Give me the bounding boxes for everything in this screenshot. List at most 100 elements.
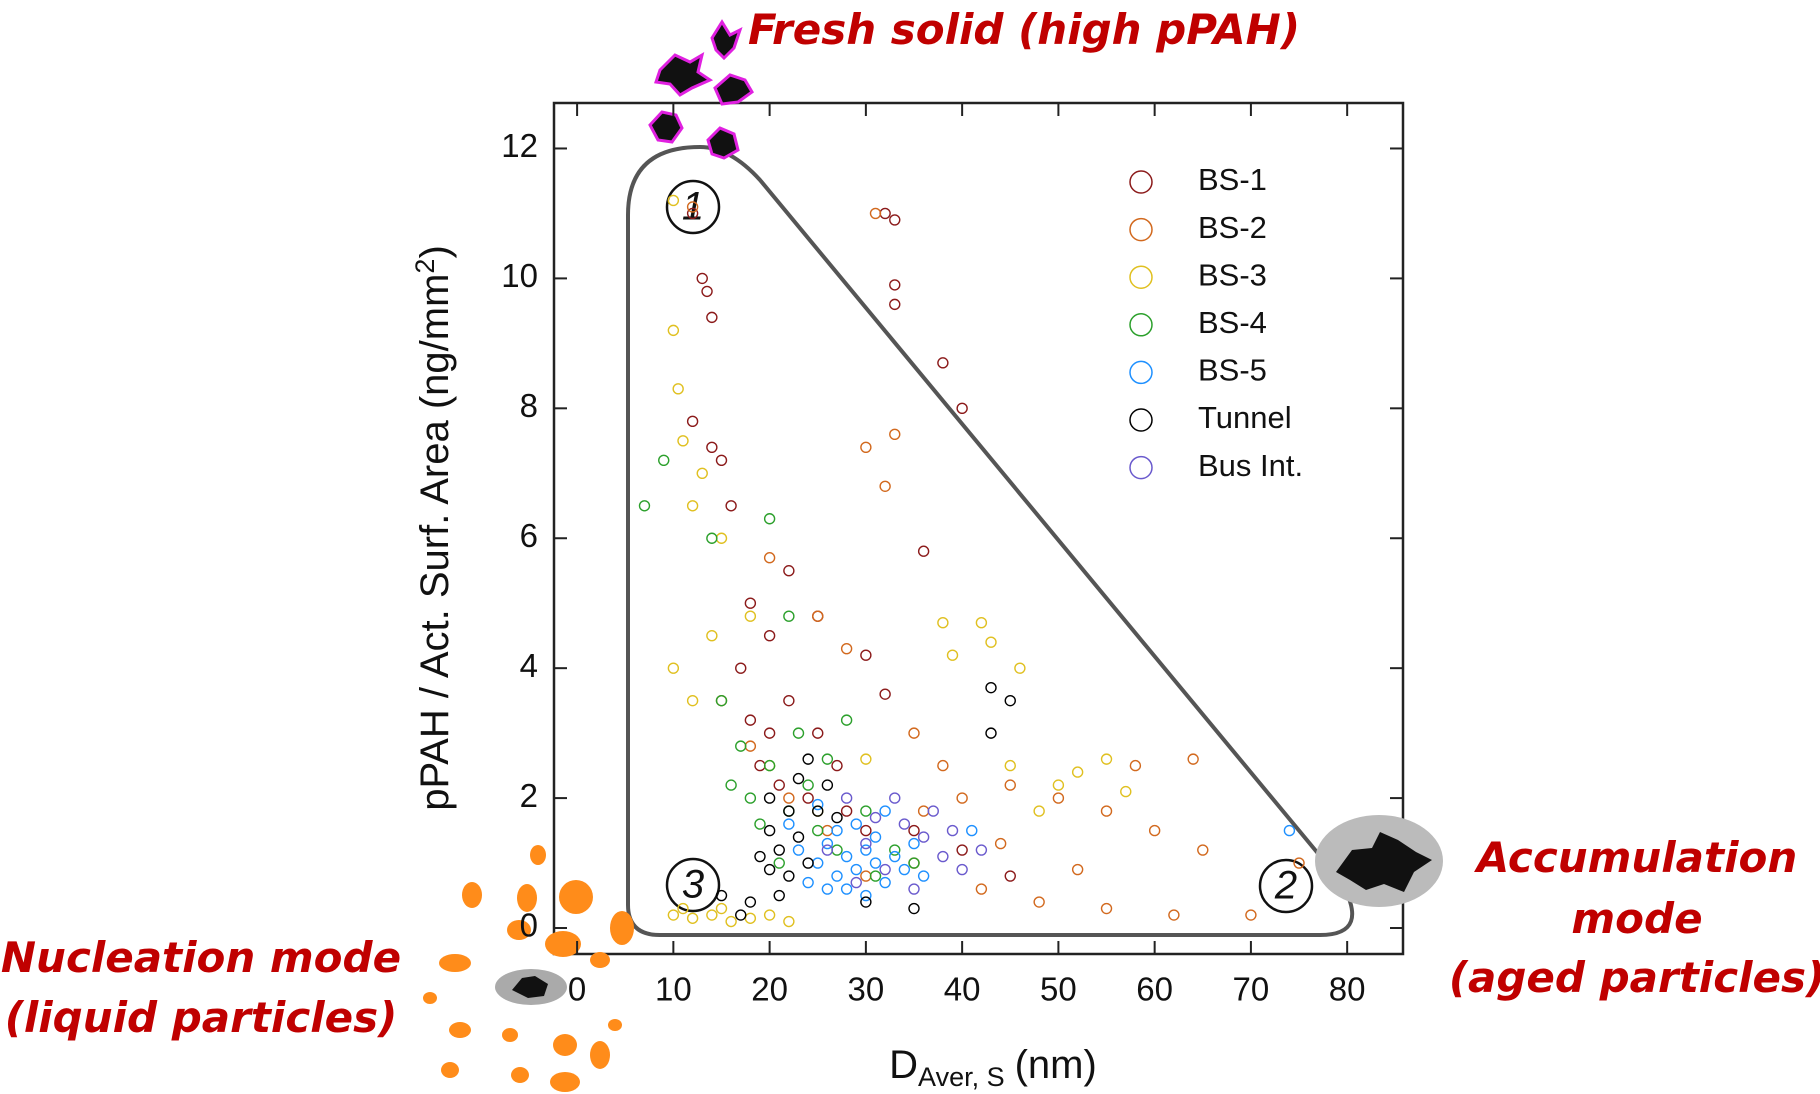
point	[860, 753, 872, 765]
point	[937, 759, 949, 772]
point	[840, 792, 853, 804]
point	[831, 844, 843, 856]
legend-label: Bus Int.	[1198, 448, 1303, 483]
point	[975, 883, 988, 895]
point	[763, 909, 776, 921]
point	[667, 324, 680, 337]
point	[908, 824, 920, 837]
point	[889, 850, 901, 863]
point	[850, 876, 862, 889]
particle	[648, 110, 684, 144]
point	[735, 662, 747, 674]
point	[1283, 824, 1296, 837]
point	[1004, 779, 1016, 791]
point	[860, 441, 872, 453]
droplet	[439, 954, 471, 972]
point	[744, 792, 757, 804]
point	[706, 629, 718, 642]
region-circle	[1258, 858, 1314, 914]
point	[840, 714, 853, 726]
point	[821, 883, 834, 895]
point	[763, 552, 776, 564]
point	[792, 772, 805, 785]
point	[783, 805, 795, 817]
point	[773, 857, 785, 869]
droplet	[608, 1019, 622, 1031]
point	[908, 727, 920, 739]
legend-label: Tunnel	[1198, 400, 1292, 435]
point	[706, 441, 718, 453]
point	[773, 889, 785, 902]
point	[1071, 863, 1084, 876]
particle	[706, 126, 740, 160]
point	[860, 824, 872, 837]
point	[763, 727, 776, 739]
point	[1033, 896, 1045, 908]
point	[946, 649, 959, 661]
point	[754, 759, 766, 772]
particle	[654, 51, 714, 97]
point	[994, 837, 1007, 850]
point	[975, 616, 988, 629]
point	[889, 279, 901, 291]
y-tick-label: 4	[520, 647, 538, 684]
droplet	[559, 880, 593, 914]
y-tick-label: 2	[520, 777, 538, 814]
point	[744, 740, 757, 752]
plot-frame	[552, 101, 1405, 956]
droplet	[423, 992, 437, 1004]
point	[802, 876, 814, 889]
point	[735, 740, 747, 752]
point	[783, 565, 795, 577]
y-axis-label: pPAH / Act. Surf. Area (ng/mm2)	[410, 245, 457, 811]
x-label-unit: (nm)	[1015, 1043, 1097, 1087]
point	[715, 902, 728, 915]
annotation: Fresh solid (high pPAH)	[748, 5, 1300, 54]
y-tick-label: 12	[501, 127, 538, 164]
point	[821, 779, 834, 791]
point	[975, 844, 988, 856]
y-tick-label: 10	[501, 257, 538, 294]
point	[956, 792, 968, 804]
point	[667, 909, 680, 921]
point	[860, 896, 872, 908]
point	[908, 857, 920, 869]
point	[946, 824, 959, 837]
x-label-main: D	[889, 1043, 918, 1087]
point	[754, 818, 766, 830]
legend-label: BS-2	[1198, 210, 1267, 245]
point	[917, 870, 930, 882]
point	[701, 285, 713, 298]
point	[812, 824, 824, 837]
point	[889, 428, 901, 441]
point	[908, 837, 920, 850]
droplet	[449, 1022, 471, 1038]
annotation: Nucleation mode	[1, 933, 401, 982]
point	[802, 857, 814, 869]
point	[1004, 759, 1016, 772]
point	[812, 610, 824, 622]
point	[763, 759, 776, 772]
point	[840, 850, 853, 863]
x-tick-label: 80	[1329, 971, 1366, 1008]
point	[1100, 902, 1113, 915]
point	[850, 863, 862, 876]
droplet	[550, 1072, 580, 1092]
point	[1004, 694, 1016, 707]
point	[840, 805, 853, 817]
x-tick-label: 50	[1040, 971, 1077, 1008]
point	[889, 844, 901, 856]
point	[1148, 824, 1161, 837]
point	[783, 610, 795, 622]
point	[802, 792, 814, 804]
point	[706, 532, 718, 544]
particle	[713, 73, 754, 106]
point	[1120, 785, 1132, 798]
point	[840, 642, 853, 655]
region-label: 3	[682, 863, 704, 907]
y-label-end: )	[413, 245, 457, 258]
point	[773, 844, 785, 856]
point	[937, 850, 949, 863]
point	[1004, 870, 1016, 882]
